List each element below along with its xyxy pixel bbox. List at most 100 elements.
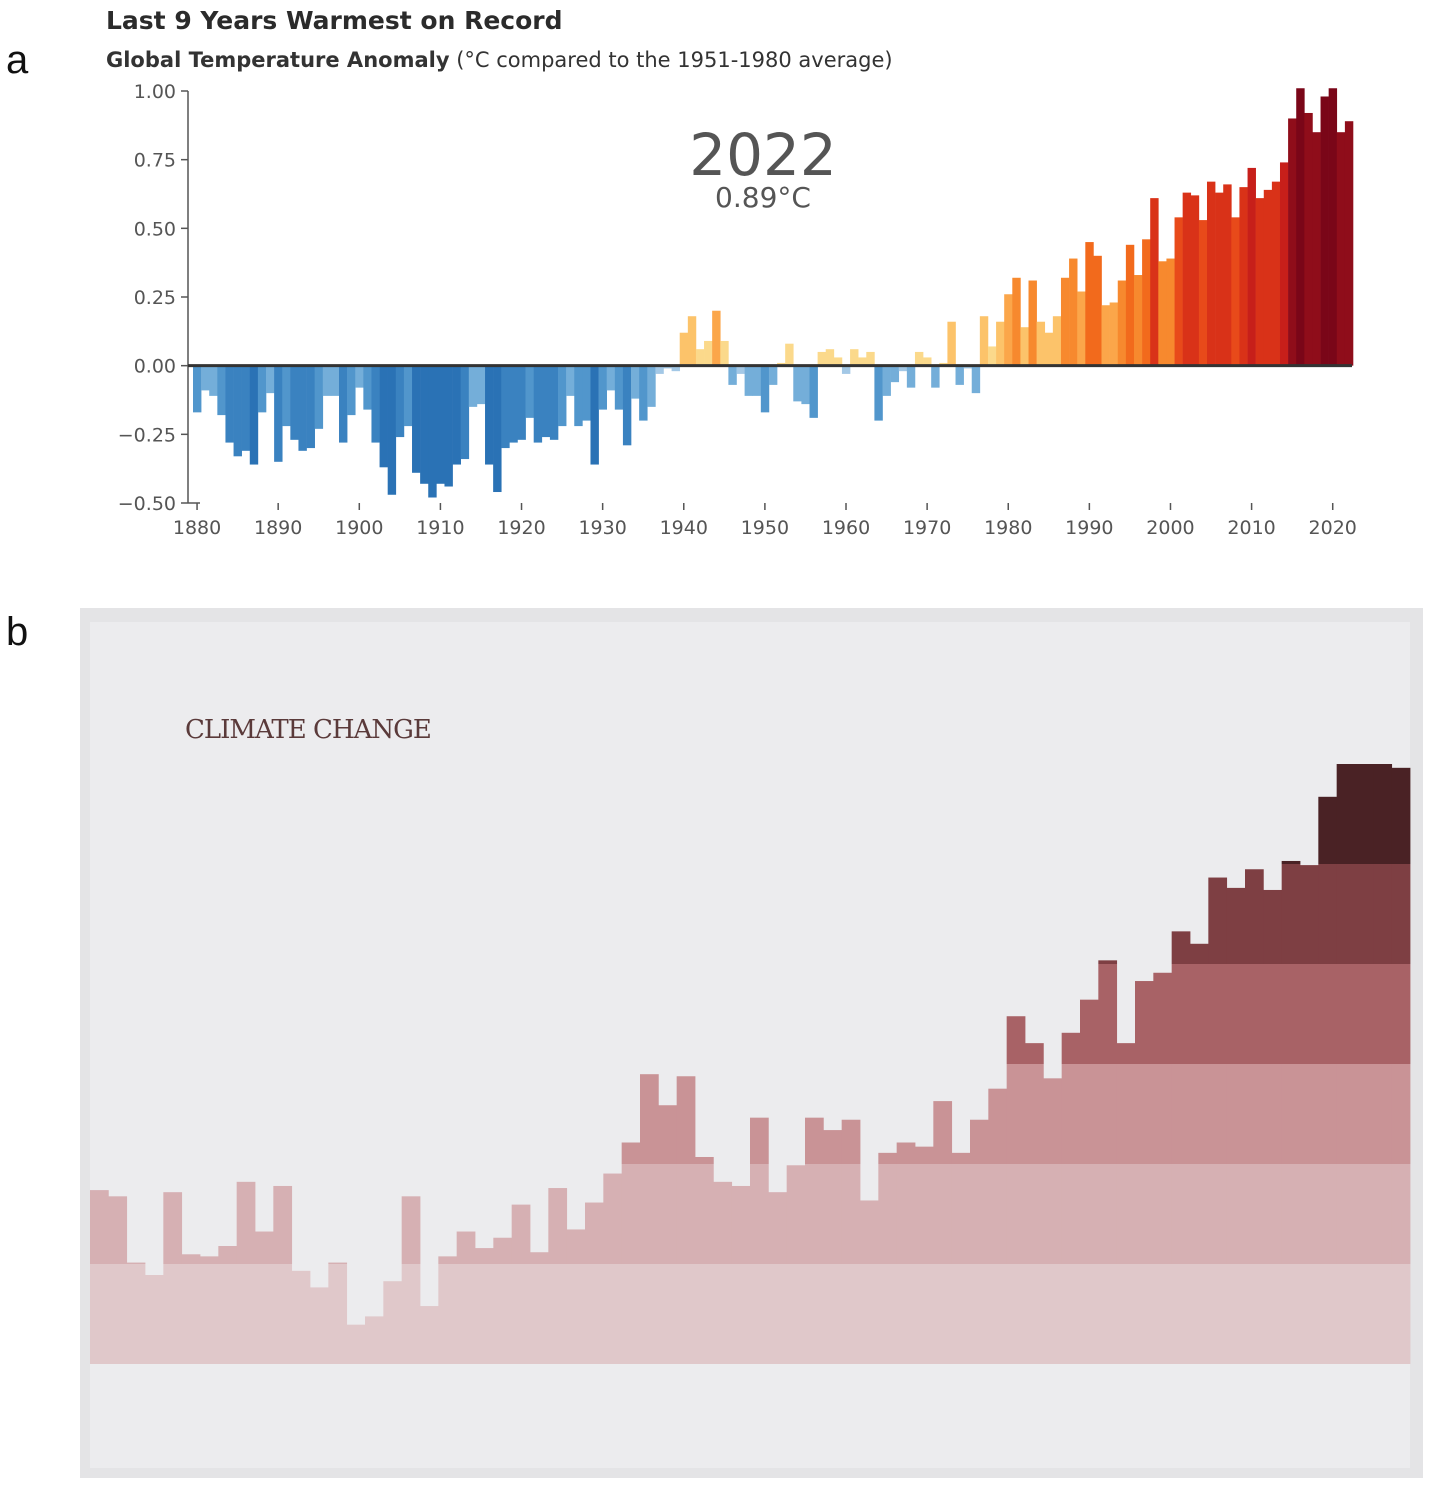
poster-bar-1978-band-3 [988, 1088, 1008, 1164]
bar-1915 [476, 365, 486, 405]
poster-bar-1938-band-1 [621, 1264, 641, 1364]
poster-bar-1934-band-2 [585, 1202, 604, 1264]
poster-bar-1964-band-1 [860, 1264, 879, 1364]
bar-1995 [1125, 244, 1135, 366]
poster-bar-2014-band-1 [1318, 1264, 1338, 1364]
bar-1898 [339, 365, 348, 443]
bar-1960 [841, 365, 851, 374]
x-tick-label: 1900 [335, 517, 383, 539]
poster-bar-1992-band-3 [1116, 1064, 1136, 1164]
poster-bar-1976-band-2 [970, 1164, 989, 1264]
poster-bar-1990-band-1 [1098, 1264, 1118, 1364]
poster-bar-1936-band-2 [603, 1173, 623, 1264]
poster-bar-1962-band-3 [841, 1119, 861, 1164]
poster-bar-2004-band-2 [1226, 1164, 1246, 1264]
poster-bar-1986-band-3 [1061, 1064, 1081, 1164]
poster-bar-1892-band-2 [200, 1256, 219, 1264]
poster-bar-1898-band-1 [255, 1264, 274, 1364]
poster-bar-2020-band-3 [1373, 1064, 1393, 1164]
bar-2017 [1304, 112, 1313, 366]
poster-bar-1906-band-1 [328, 1264, 348, 1364]
x-tick-label: 1950 [741, 517, 789, 539]
poster-bar-1990-band-4 [1098, 964, 1118, 1064]
poster-bar-1922-band-2 [475, 1248, 494, 1264]
bar-1916 [485, 365, 494, 465]
x-tick-label: 1960 [822, 517, 870, 539]
bar-1964 [874, 365, 883, 421]
poster-bar-1970-band-2 [915, 1164, 934, 1264]
poster-bar-2012-band-3 [1300, 1064, 1319, 1164]
bar-1896 [322, 365, 332, 396]
bar-1977 [979, 316, 989, 366]
poster-bar-1926-band-1 [511, 1264, 531, 1364]
bar-1961 [850, 349, 859, 366]
panel-label-a: a [6, 38, 29, 82]
poster-bar-1970-band-1 [915, 1264, 934, 1364]
poster-bar-1964-band-2 [860, 1200, 879, 1264]
poster-bar-1918-band-2 [438, 1256, 458, 1264]
poster-bar-1982-band-4 [1025, 1043, 1044, 1064]
bar-1941 [687, 316, 697, 366]
poster-bar-1986-band-4 [1061, 1032, 1081, 1064]
poster-bar-1938-band-2 [621, 1164, 641, 1264]
poster-bar-1982-band-1 [1025, 1264, 1044, 1364]
poster-bar-2002-band-4 [1208, 964, 1228, 1064]
poster-bar-1974-band-3 [951, 1152, 971, 1164]
y-tick-label: −0.25 [118, 424, 176, 446]
bar-1962 [858, 357, 867, 366]
poster-bar-1990-band-3 [1098, 1064, 1118, 1164]
poster-bar-2022-band-1 [1391, 1264, 1411, 1364]
bar-1934 [631, 365, 640, 399]
highlight-value: 0.89°C [715, 181, 811, 214]
poster-bar-1976-band-3 [970, 1119, 989, 1164]
poster-bar-2010-band-5 [1281, 864, 1301, 964]
poster-bar-1954-band-2 [768, 1192, 788, 1264]
poster-bar-1998-band-4 [1171, 964, 1191, 1064]
bar-1929 [590, 365, 599, 465]
bar-1943 [704, 340, 713, 366]
bar-1986 [1052, 316, 1062, 366]
poster-bar-1890-band-2 [181, 1254, 201, 1264]
bar-1983 [1028, 280, 1037, 366]
poster-bar-1946-band-1 [695, 1264, 714, 1364]
poster-bar-1980-band-1 [1006, 1264, 1026, 1364]
bar-2005 [1206, 181, 1216, 366]
bar-1990 [1085, 242, 1094, 366]
poster-bar-2002-band-1 [1208, 1264, 1228, 1364]
poster-bar-2016-band-4 [1336, 964, 1356, 1064]
bar-1989 [1077, 291, 1086, 366]
bar-1909 [428, 365, 437, 498]
bar-1947 [736, 365, 745, 374]
poster-bar-2020-band-6 [1373, 764, 1393, 864]
bar-1905 [395, 365, 405, 438]
poster-bar-1982-band-3 [1025, 1064, 1044, 1164]
poster-bar-1920-band-1 [456, 1264, 476, 1364]
bar-1953 [785, 343, 794, 366]
poster-bar-1896-band-1 [236, 1264, 256, 1364]
poster-bar-2020-band-2 [1373, 1164, 1393, 1264]
bar-1904 [387, 365, 397, 495]
poster-bar-2022-band-2 [1391, 1164, 1411, 1264]
poster-bar-1960-band-1 [823, 1264, 843, 1364]
poster-bar-2010-band-2 [1281, 1164, 1301, 1264]
poster-bar-1968-band-1 [896, 1264, 916, 1364]
poster-bar-1946-band-3 [695, 1156, 714, 1164]
poster-bar-1980-band-2 [1006, 1164, 1026, 1264]
poster-bar-2012-band-1 [1300, 1264, 1319, 1364]
bar-1930 [598, 365, 607, 410]
poster-bar-2010-band-4 [1281, 964, 1301, 1064]
poster-bar-2016-band-3 [1336, 1064, 1356, 1164]
poster-bar-1938-band-3 [621, 1142, 641, 1164]
bar-1982 [1020, 327, 1029, 366]
poster-bar-1944-band-1 [676, 1264, 696, 1364]
poster-bar-2000-band-2 [1190, 1164, 1209, 1264]
poster-bar-2016-band-1 [1336, 1264, 1356, 1364]
bar-1927 [574, 365, 583, 427]
poster-bar-1928-band-1 [530, 1264, 549, 1364]
bar-2006 [1215, 192, 1224, 366]
bar-1979 [996, 321, 1005, 366]
bar-1949 [752, 365, 762, 396]
bar-1987 [1060, 277, 1070, 366]
bar-1925 [558, 365, 567, 427]
